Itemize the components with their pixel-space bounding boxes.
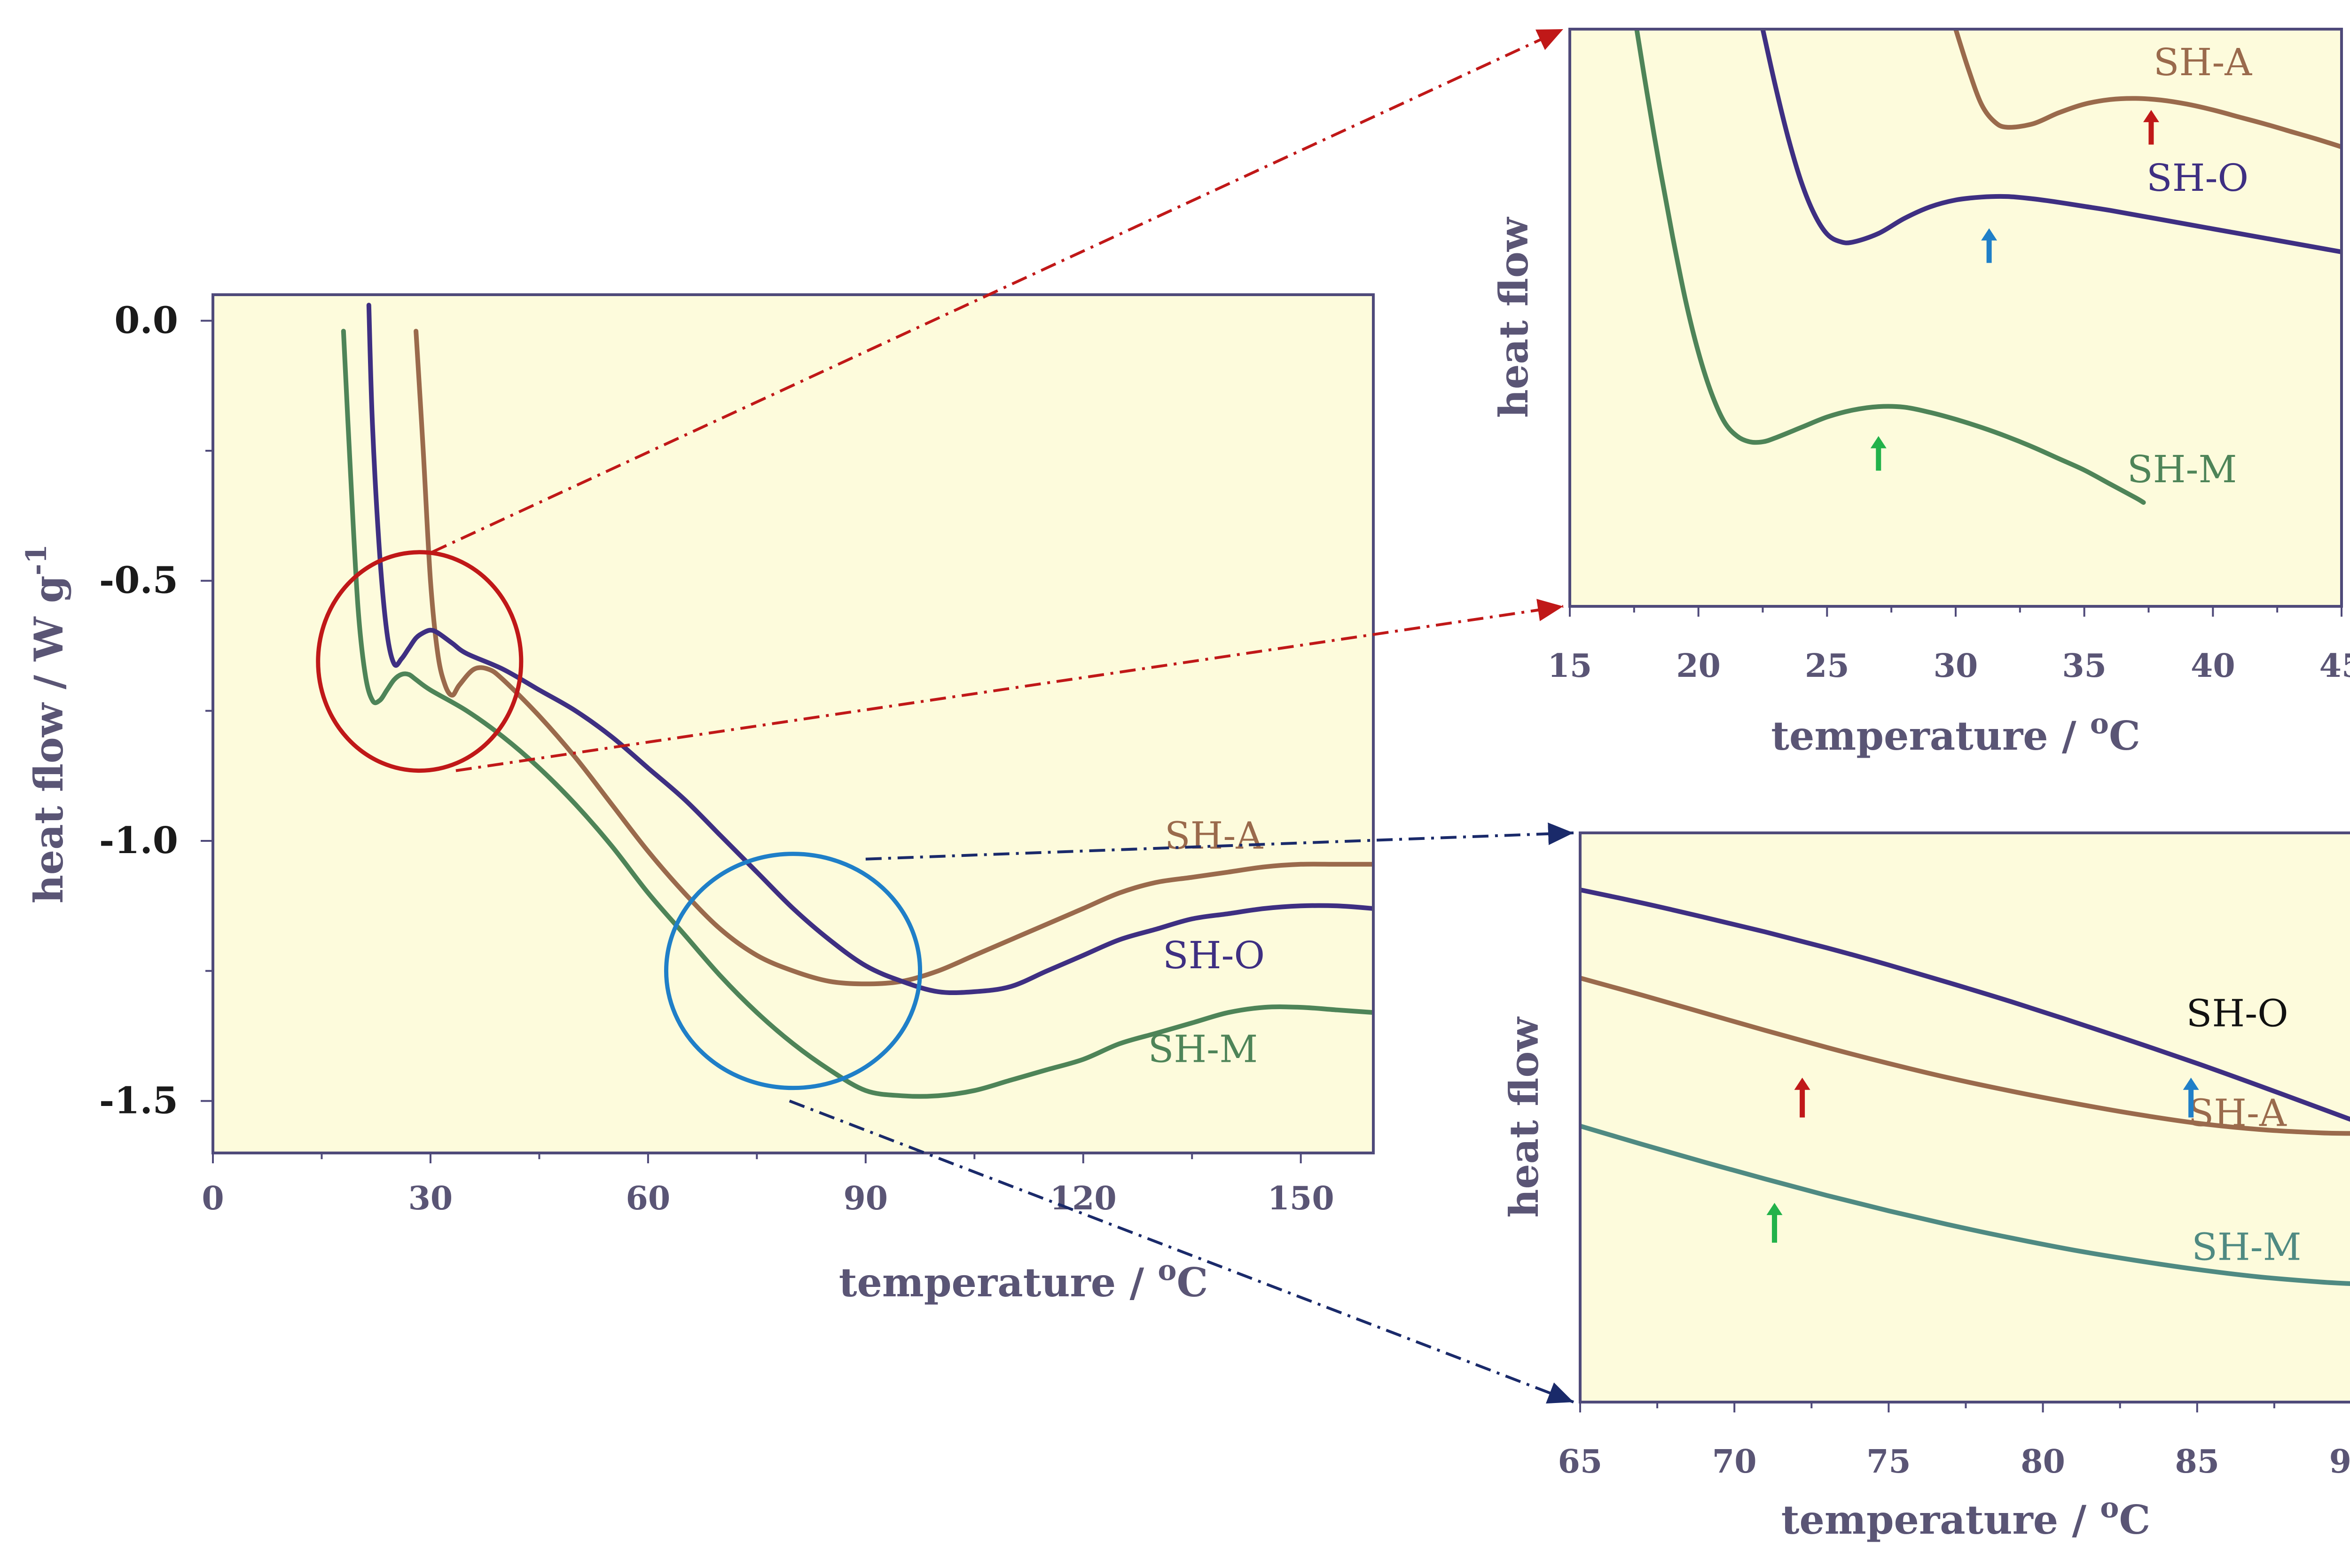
inset-bottom-arrow-red [1794,1077,1810,1118]
inset-bottom-label-sh-m: SH-M [2192,1225,2302,1269]
main-series-sh-a [414,329,1373,987]
inset-bottom-series-group [1580,887,2350,1286]
main-frame [212,293,1375,1154]
inset-bottom-xtick-label: 80 [2021,1443,2065,1481]
inset-top-series-group [1634,29,2342,505]
inset-top-xtick-label: 25 [1805,647,1849,685]
main-label-sh-a: SH-A [1165,814,1264,858]
inset-bottom-series-sh-o [1580,887,2350,1122]
inset-top-series-sh-o [1760,29,2342,254]
main-xtick-label: 30 [408,1180,453,1217]
main-xtick-label: 120 [1050,1180,1117,1217]
main-xtick-label: 0 [202,1180,224,1217]
inset-top-xtick-label: 20 [1676,647,1721,685]
main-ytick-label: -0.5 [99,559,178,602]
main-label-sh-m: SH-M [1148,1027,1258,1071]
inset-top-label-sh-m: SH-M [2127,447,2237,491]
inset-bottom-series-sh-m [1580,1123,2350,1286]
main-ytick-label: -1.5 [99,1079,178,1122]
connector-line-blue [789,1099,1574,1404]
main-xtick-label: 60 [626,1180,671,1217]
inset-bottom-xtick-label: 85 [2175,1443,2219,1481]
inset-bottom-label-sh-o: SH-O [2186,992,2288,1035]
connector-line-red [455,599,1564,772]
inset-top-arrow-blue [1981,228,1998,263]
main-ytick-label: 0.0 [114,299,178,342]
inset-bottom-arrow-green [1766,1203,1783,1243]
zoom-circle-red [316,550,524,773]
main-x-axis-title: temperature / oC [839,1254,1208,1306]
connector-line-red [431,28,1564,554]
main-plot-area [213,295,1373,1153]
inset-bottom-arrow-blue [2183,1077,2199,1118]
zoom-circle-blue [664,852,923,1090]
inset-bottom-series-sh-a [1580,975,2350,1136]
inset-bottom-xtick-label: 70 [1712,1443,1757,1481]
inset-top-x-axis-title: temperature / oC [1771,707,2140,759]
inset-bottom-label-sh-a: SH-A [2188,1091,2287,1135]
inset-top-arrow-red [2143,110,2159,145]
main-ytick-label: -1.0 [99,819,178,862]
inset-top-xtick-label: 40 [2191,647,2235,685]
main-xtick-label: 90 [843,1180,888,1217]
inset-top-xtick-label: 15 [1548,647,1592,685]
inset-top-series-sh-a [1953,29,2342,149]
inset-bottom-xtick-label: 75 [1866,1443,1911,1481]
main-series-sh-o [366,303,1373,996]
main-y-axis-title: heat flow / W g-1 [20,544,72,904]
inset-top-plot-area [1570,29,2342,606]
main-label-sh-o: SH-O [1163,933,1265,977]
inset-top-series-sh-m [1634,29,2146,505]
connector-line-blue [865,823,1574,861]
inset-bottom-x-axis-title: temperature / oC [1781,1491,2151,1543]
inset-top-xtick-label: 35 [2062,647,2107,685]
inset-bottom-y-axis-title: heat flow [1501,1017,1547,1218]
inset-bottom-plot-area [1580,833,2350,1402]
inset-top-label-sh-o: SH-O [2146,156,2248,200]
inset-top-arrow-green [1870,436,1887,471]
main-xtick-label: 150 [1268,1180,1334,1217]
inset-bottom-xtick-label: 90 [2329,1443,2350,1481]
inset-top-xtick-label: 30 [1934,647,1978,685]
inset-top-y-axis-title: heat flow [1490,217,1537,418]
inset-top-xtick-label: 45 [2319,647,2350,685]
inset-top-label-sh-a: SH-A [2154,40,2253,84]
inset-bottom-xtick-label: 65 [1558,1443,1603,1481]
